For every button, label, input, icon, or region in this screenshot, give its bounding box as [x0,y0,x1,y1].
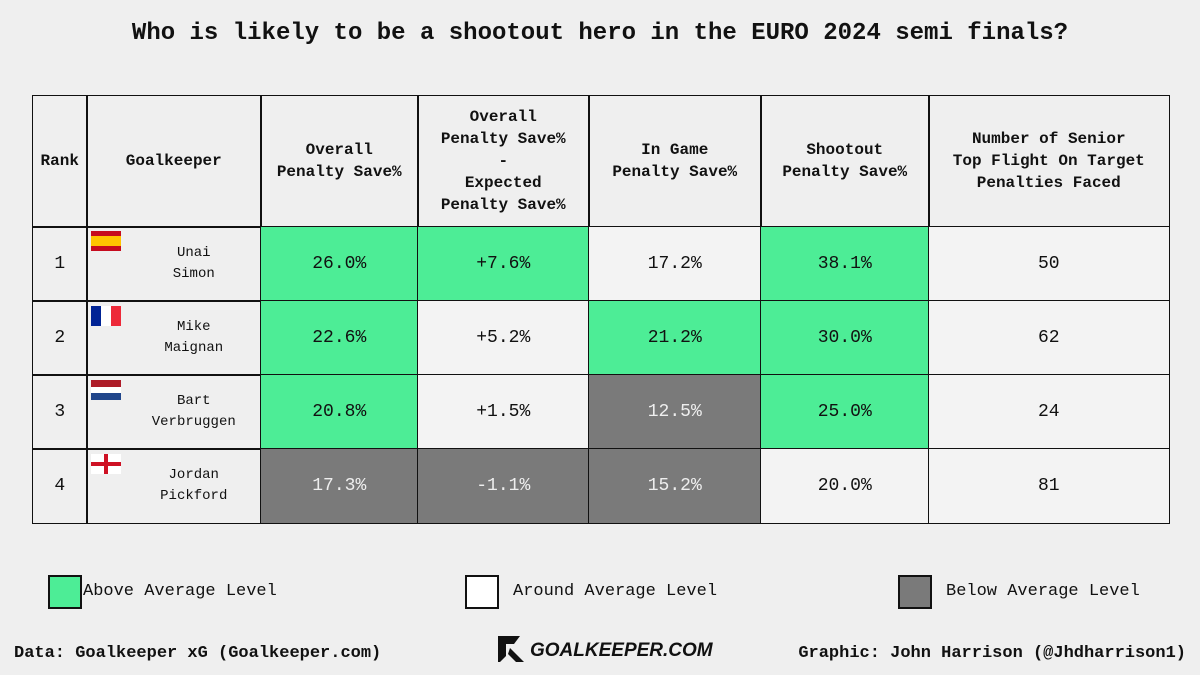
value-cell: 50 [928,226,1170,302]
value-cell: 15.2% [588,448,762,524]
legend-label: Above Average Level [83,582,277,601]
logo-text: GOALKEEPER.COM [530,640,713,661]
legend-label: Around Average Level [513,582,718,601]
value-cell: +5.2% [417,300,590,376]
flag-france [91,306,121,326]
value-cell: 20.8% [260,374,419,450]
value-cell: 12.5% [588,374,762,450]
rank-cell: 4 [32,448,88,524]
credit: Graphic: John Harrison (@Jhdharrison1) [798,644,1186,663]
value-cell: +7.6% [417,226,590,302]
flag-england [91,454,121,474]
header-cell: Overall Penalty Save% - Expected Penalty… [417,95,590,228]
value-cell: 26.0% [260,226,419,302]
value-cell: -1.1% [417,448,590,524]
header-cell: Number of Senior Top Flight On Target Pe… [928,95,1170,228]
legend-swatch [898,575,932,609]
value-cell: 24 [928,374,1170,450]
title: Who is likely to be a shootout hero in t… [131,20,1069,47]
goalkeeper-cell: Jordan Pickford [86,448,262,524]
legend-label: Below Average Level [946,582,1140,601]
value-cell: 17.3% [260,448,419,524]
rank-cell: 2 [32,300,88,376]
goalkeeper-cell: Mike Maignan [86,300,262,376]
value-cell: 81 [928,448,1170,524]
source: Data: Goalkeeper xG (Goalkeeper.com) [14,644,382,663]
goalkeeper-cell: Unai Simon [86,226,262,302]
header-cell: Rank [32,95,88,228]
header-cell: Shootout Penalty Save% [760,95,930,228]
legend-swatch [465,575,499,609]
rank-cell: 1 [32,226,88,302]
value-cell: 22.6% [260,300,419,376]
value-cell: 25.0% [760,374,930,450]
flag-spain [91,231,121,251]
header-cell: Overall Penalty Save% [260,95,419,228]
value-cell: 30.0% [760,300,930,376]
value-cell: 21.2% [588,300,762,376]
value-cell: 17.2% [588,226,762,302]
value-cell: +1.5% [417,374,590,450]
logo-icon [498,636,524,662]
header-cell: In Game Penalty Save% [588,95,762,228]
value-cell: 38.1% [760,226,930,302]
value-cell: 20.0% [760,448,930,524]
header-cell: Goalkeeper [86,95,262,228]
value-cell: 62 [928,300,1170,376]
rank-cell: 3 [32,374,88,450]
legend-swatch [48,575,82,609]
flag-netherlands [91,380,121,400]
